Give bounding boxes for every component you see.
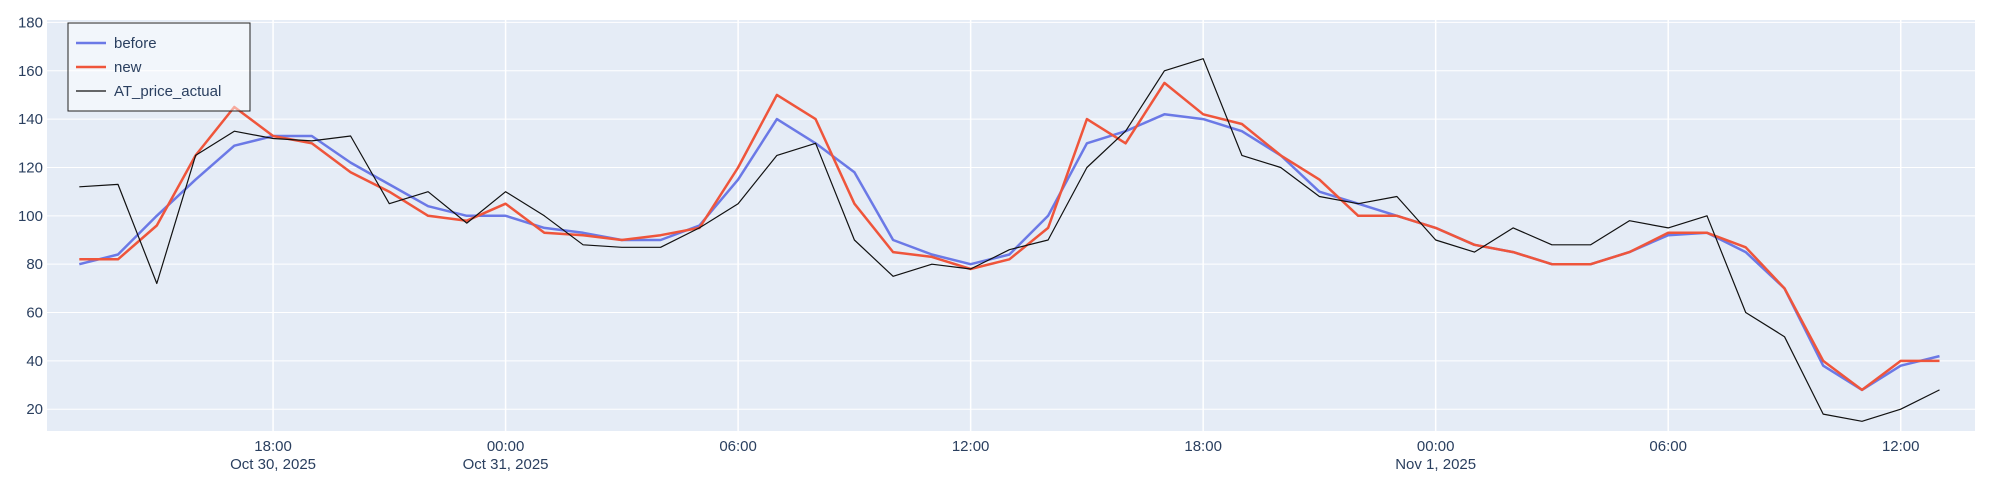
- legend: before new AT_price_actual: [67, 22, 251, 112]
- x-tick-label: 18:00: [1184, 438, 1222, 455]
- legend-label: before: [114, 35, 157, 52]
- y-tick-label: 60: [26, 305, 43, 322]
- y-tick-label: 180: [18, 14, 43, 31]
- x-tick-label: 06:00: [1649, 438, 1687, 455]
- y-tick-label: 120: [18, 159, 43, 176]
- y-tick-label: 40: [26, 353, 43, 370]
- y-tick-label: 140: [18, 111, 43, 128]
- y-tick-label: 20: [26, 401, 43, 418]
- x-tick-label: 00:00 Oct 31, 2025: [463, 438, 549, 473]
- axes: 20 40 60 80 100 120 140 160 180 18:00 Oct 30, 2025…: [18, 14, 1920, 473]
- legend-label: AT_price_actual: [114, 83, 221, 100]
- x-tick-label: 00:00 Nov 1, 2025: [1395, 438, 1476, 473]
- legend-label: new: [114, 59, 142, 76]
- x-tick-label: 06:00: [719, 438, 757, 455]
- y-tick-label: 100: [18, 208, 43, 225]
- x-tick-label: 18:00 Oct 30, 2025: [230, 438, 316, 473]
- lines: [78, 58, 1940, 422]
- y-tick-label: 160: [18, 63, 43, 80]
- x-tick-label: 12:00: [952, 438, 990, 455]
- series-line: [79, 81, 1940, 392]
- x-tick-label: 12:00: [1882, 438, 1920, 455]
- y-tick-label: 80: [26, 256, 43, 273]
- plot-area: [47, 20, 1975, 431]
- series-line: [79, 58, 1940, 422]
